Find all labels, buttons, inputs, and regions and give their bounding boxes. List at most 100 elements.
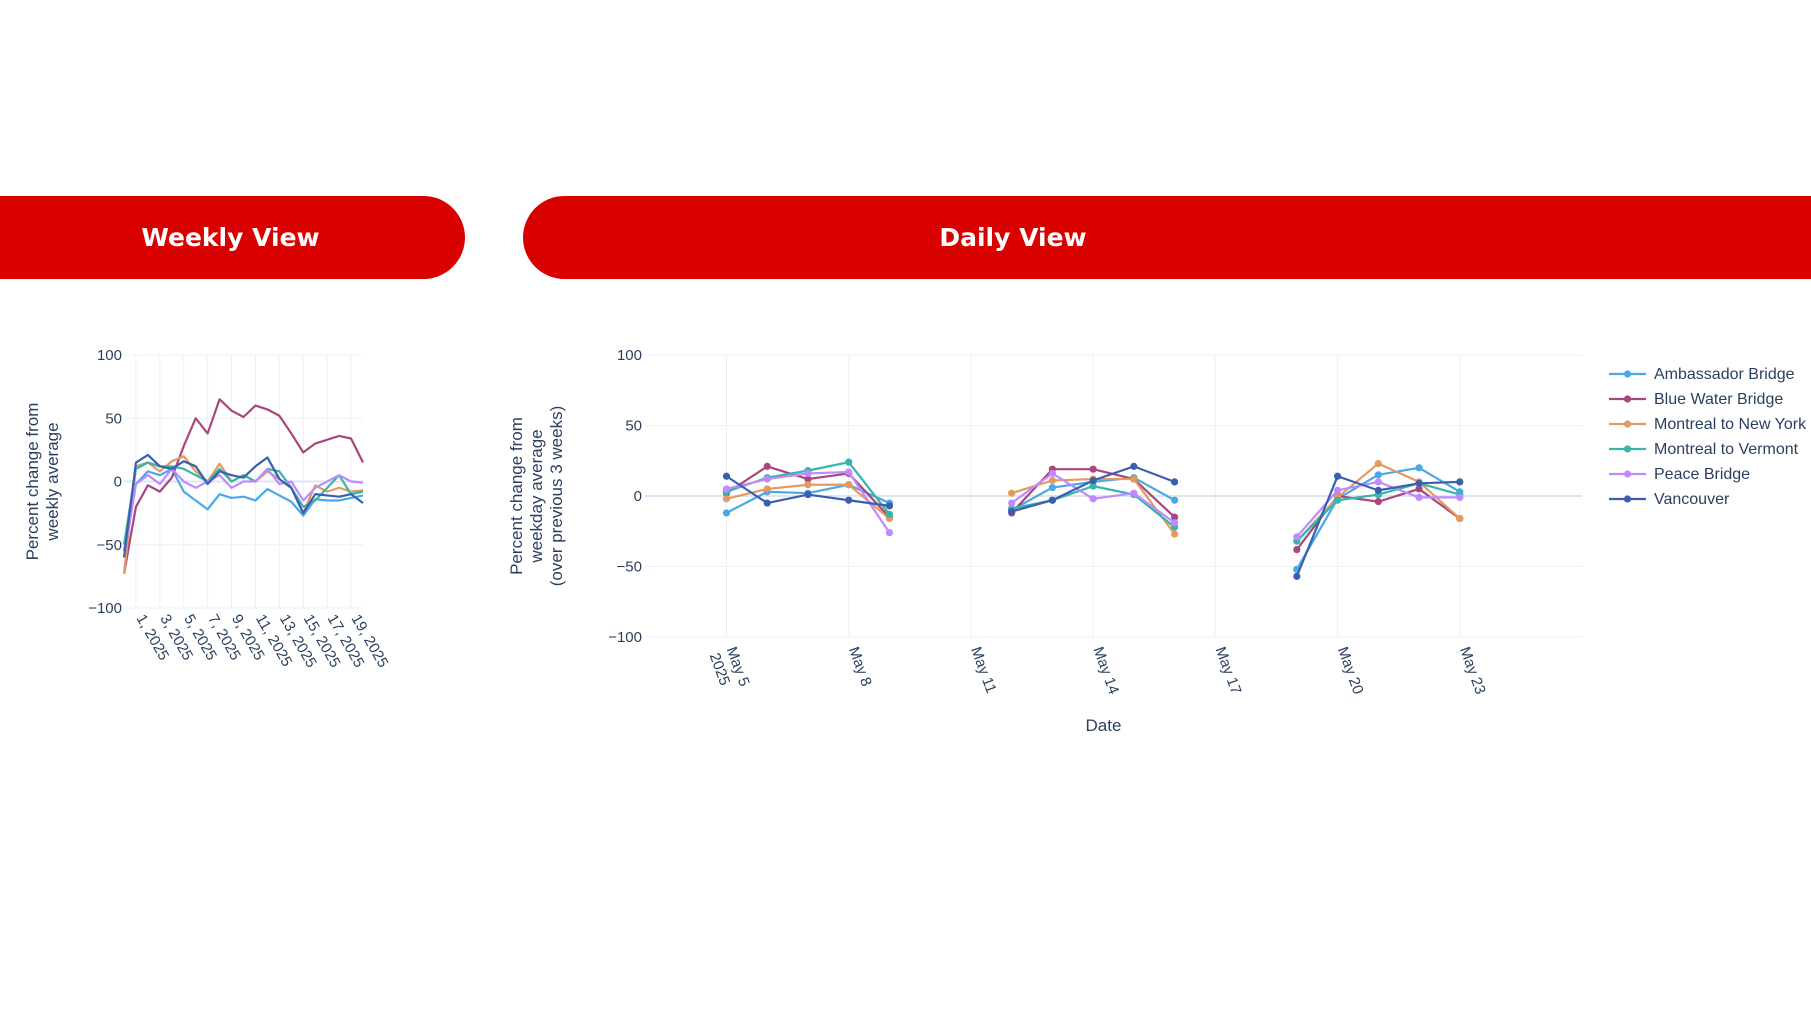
weekly-series-line-peace-bridge	[122, 467, 364, 558]
legend-label-montreal-to-vermont: Montreal to Vermont	[1654, 441, 1799, 458]
daily-point-vancouver	[763, 499, 771, 507]
daily-point-peace-bridge	[1415, 493, 1423, 502]
daily-y-tick-label: 100	[617, 347, 642, 364]
legend-swatch-marker-blue-water-bridge	[1623, 395, 1632, 403]
daily-point-blue-water-bridge	[1293, 545, 1301, 554]
daily-point-vancouver	[1130, 462, 1138, 470]
legend-swatch-marker-ambassador-bridge	[1623, 370, 1632, 378]
daily-point-blue-water-bridge	[1171, 513, 1179, 521]
daily-point-montreal-to-new-york	[845, 481, 853, 489]
daily-point-ambassador-bridge	[1374, 471, 1382, 479]
weekly-y-tick-label: −100	[88, 600, 122, 617]
daily-x-tick-label-line: May 23	[1456, 645, 1489, 697]
daily-point-peace-bridge	[1130, 489, 1138, 497]
daily-point-montreal-to-new-york	[1130, 475, 1138, 483]
daily-y-tick-label: 0	[634, 488, 642, 505]
daily-y-axis-title-line: Percent change from	[507, 417, 526, 575]
legend-label-peace-bridge: Peace Bridge	[1654, 466, 1750, 483]
daily-x-tick-label: May 11	[967, 645, 999, 696]
daily-point-montreal-to-new-york	[804, 481, 812, 489]
daily-point-montreal-to-new-york	[1048, 476, 1056, 485]
weekly-y-axis-title-line: weekly average	[43, 422, 62, 541]
daily-y-tick-label: −50	[617, 559, 642, 576]
daily-x-tick-label: May 52025	[706, 645, 753, 695]
daily-point-peace-bridge	[885, 529, 894, 537]
daily-point-montreal-to-vermont	[845, 458, 853, 466]
daily-point-peace-bridge	[1048, 469, 1056, 478]
daily-point-peace-bridge	[1171, 519, 1179, 527]
weekly-series-line-blue-water-bridge	[122, 398, 364, 575]
daily-x-tick-label: May 17	[1212, 645, 1245, 697]
legend-swatch-marker-peace-bridge	[1623, 470, 1632, 478]
daily-point-montreal-to-new-york	[1374, 459, 1382, 468]
daily-point-vancouver	[1293, 572, 1301, 580]
weekly-y-tick-label: −50	[97, 537, 122, 554]
daily-point-montreal-to-vermont	[1333, 496, 1342, 504]
daily-point-ambassador-bridge	[722, 509, 731, 517]
daily-point-montreal-to-new-york	[1456, 514, 1464, 523]
daily-point-vancouver	[722, 472, 731, 480]
daily-point-vancouver	[1089, 476, 1097, 485]
daily-x-tick-label-line: May 17	[1212, 645, 1245, 697]
legend-swatch-marker-vancouver	[1623, 495, 1632, 503]
daily-point-vancouver	[1415, 479, 1423, 487]
daily-point-peace-bridge	[1333, 486, 1342, 494]
daily-point-montreal-to-vermont	[885, 510, 894, 518]
daily-y-axis-title: Percent change fromweekday average(over …	[507, 406, 566, 586]
daily-point-peace-bridge	[1293, 533, 1301, 541]
daily-point-vancouver	[885, 502, 894, 510]
weekly-y-axis-title: Percent change fromweekly average	[23, 403, 62, 561]
weekly-series-line-ambassador-bridge	[122, 467, 364, 552]
weekly-y-tick-label: 50	[105, 410, 122, 427]
weekly-y-axis-title-line: Percent change from	[23, 403, 42, 561]
legend-swatch-marker-montreal-to-vermont	[1623, 445, 1632, 453]
weekly-view-label: Weekly View	[141, 223, 320, 252]
daily-point-ambassador-bridge	[1171, 496, 1179, 504]
legend-label-blue-water-bridge: Blue Water Bridge	[1654, 391, 1783, 408]
daily-point-vancouver	[1333, 472, 1342, 480]
daily-x-tick-label-line: May 14	[1089, 645, 1122, 697]
daily-point-peace-bridge	[1008, 499, 1016, 507]
daily-x-tick-label-line: May 11	[967, 645, 999, 696]
daily-point-blue-water-bridge	[1415, 485, 1423, 493]
legend-label-ambassador-bridge: Ambassador Bridge	[1654, 366, 1795, 383]
daily-point-vancouver	[804, 490, 812, 499]
legend-label-vancouver: Vancouver	[1654, 491, 1730, 508]
daily-point-vancouver	[1008, 507, 1016, 516]
weekly-y-tick-label: 100	[97, 347, 122, 364]
daily-y-axis-title-line: (over previous 3 weeks)	[547, 406, 566, 586]
daily-x-tick-label: May 8	[845, 645, 875, 689]
daily-x-tick-label: May 14	[1089, 645, 1122, 697]
daily-point-blue-water-bridge	[763, 462, 771, 470]
daily-point-montreal-to-new-york	[1171, 530, 1179, 538]
daily-y-axis-title-line: weekday average	[527, 429, 546, 563]
daily-point-montreal-to-new-york	[1008, 489, 1016, 497]
daily-point-peace-bridge	[763, 475, 771, 483]
daily-point-peace-bridge	[1456, 493, 1464, 502]
legend-label-montreal-to-new-york: Montreal to New York	[1654, 416, 1807, 433]
daily-point-vancouver	[845, 496, 853, 504]
daily-x-tick-label-line: May 8	[845, 645, 875, 689]
daily-view-header: Daily View	[523, 196, 1811, 279]
legend-swatch-marker-montreal-to-new-york	[1623, 420, 1632, 428]
daily-point-vancouver	[1374, 486, 1382, 494]
daily-x-tick-label-line: May 20	[1334, 645, 1367, 697]
daily-point-ambassador-bridge	[1415, 464, 1423, 472]
daily-x-tick-label: May 23	[1456, 645, 1489, 697]
daily-y-tick-label: 50	[625, 418, 642, 435]
daily-x-tick-label: May 20	[1334, 645, 1367, 697]
daily-point-montreal-to-vermont	[1089, 482, 1097, 490]
daily-point-vancouver	[1048, 496, 1056, 504]
daily-point-peace-bridge	[845, 468, 853, 476]
daily-point-blue-water-bridge	[804, 475, 812, 483]
daily-point-montreal-to-new-york	[722, 495, 731, 503]
daily-point-blue-water-bridge	[1089, 465, 1097, 473]
daily-point-peace-bridge	[722, 485, 731, 493]
weekly-view-header: Weekly View	[0, 196, 465, 279]
daily-point-peace-bridge	[804, 469, 812, 478]
weekly-y-tick-label: 0	[114, 474, 122, 491]
daily-point-peace-bridge	[1374, 478, 1382, 486]
daily-point-vancouver	[1171, 478, 1179, 486]
